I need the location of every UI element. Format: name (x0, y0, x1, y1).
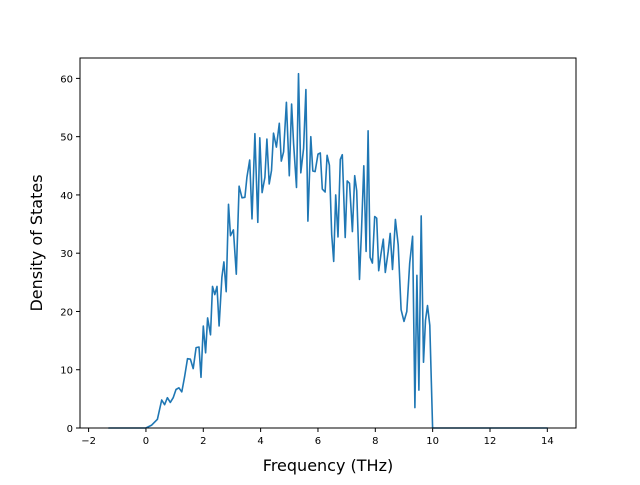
x-tick-label: −2 (81, 436, 96, 447)
x-tick-label: 4 (257, 436, 263, 447)
y-tick-label: 0 (67, 424, 73, 435)
y-tick-label: 50 (60, 133, 73, 144)
x-tick-label: 10 (426, 436, 439, 447)
y-axis-label: Density of States (27, 174, 46, 311)
x-tick-label: 0 (143, 436, 149, 447)
y-tick-label: 60 (60, 74, 73, 85)
x-tick-label: 8 (372, 436, 378, 447)
y-tick-label: 20 (60, 307, 73, 318)
dos-series-line (107, 72, 549, 429)
y-tick-label: 10 (60, 366, 73, 377)
y-tick-label: 30 (60, 249, 73, 260)
x-tick-label: 6 (315, 436, 321, 447)
x-axis-label: Frequency (THz) (263, 456, 393, 475)
x-tick-label: 14 (541, 436, 554, 447)
x-tick-label: 2 (200, 436, 206, 447)
x-tick-label: 12 (484, 436, 497, 447)
plot-frame (79, 57, 577, 429)
y-tick-label: 40 (60, 191, 73, 202)
